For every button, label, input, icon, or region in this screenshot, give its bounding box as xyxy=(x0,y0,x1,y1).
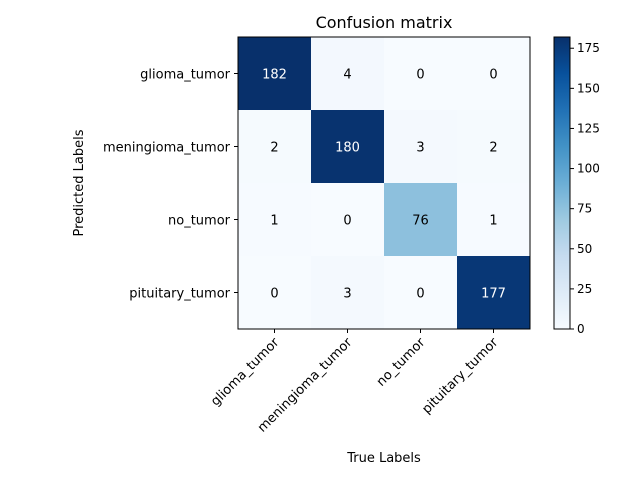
heatmap-cell xyxy=(384,110,458,184)
colorbar-tick-label: 0 xyxy=(577,322,585,336)
cell-value-label: 1 xyxy=(270,214,278,229)
cell-value-label: 0 xyxy=(343,214,351,229)
cell-value-label: 0 xyxy=(416,68,424,83)
cell-value-label: 3 xyxy=(343,287,351,302)
cell-value-label: 1 xyxy=(489,214,497,229)
cell-value-label: 2 xyxy=(489,141,497,156)
colorbar-tick-label: 50 xyxy=(577,242,592,256)
cell-value-label: 2 xyxy=(270,141,278,156)
cell-value-label: 180 xyxy=(335,141,360,156)
heatmap-cell xyxy=(311,37,385,111)
y-tick-label: glioma_tumor xyxy=(140,68,231,83)
x-tick-label: no_tumor xyxy=(374,335,429,390)
x-axis-label: True Labels xyxy=(346,451,421,466)
x-tick-label: glioma_tumor xyxy=(208,335,283,410)
colorbar-tick-label: 125 xyxy=(577,121,600,135)
cell-value-label: 4 xyxy=(343,68,351,83)
colorbar-tick-label: 100 xyxy=(577,162,600,176)
chart-title: Confusion matrix xyxy=(316,13,453,32)
y-tick-label: meningioma_tumor xyxy=(103,141,231,156)
heatmap-cell xyxy=(457,37,531,111)
cell-value-label: 182 xyxy=(262,68,287,83)
heatmap-cell xyxy=(238,110,312,184)
colorbar xyxy=(553,36,571,330)
cell-value-label: 0 xyxy=(489,68,497,83)
heatmap-cell xyxy=(384,256,458,330)
y-axis-ticks: glioma_tumor meningioma_tumor no_tumorpitu… xyxy=(103,68,238,302)
heatmap-cell xyxy=(238,256,312,330)
heatmap-cells: 182 4 0 0 2 180 3 2 1 0 76 1 0 3 0 177 xyxy=(238,37,531,330)
colorbar-tick-label: 175 xyxy=(577,41,600,55)
y-axis-label: Predicted Labels xyxy=(72,129,87,236)
y-tick-label: no_tumor xyxy=(168,214,231,229)
heatmap-cell xyxy=(311,183,385,257)
colorbar-ticks: 0 25 50 75 100 125 150 175 xyxy=(570,41,600,336)
heatmap-cell xyxy=(238,37,312,111)
heatmap-cell xyxy=(384,183,458,257)
y-tick-label: pituitary_tumor xyxy=(129,287,230,302)
cell-value-label: 0 xyxy=(416,287,424,302)
cell-value-label: 177 xyxy=(481,287,506,302)
plot-frame xyxy=(237,36,531,330)
x-tick-label: pituitary_tumor xyxy=(420,335,502,417)
cell-value-label: 76 xyxy=(412,214,429,229)
colorbar-tick-label: 75 xyxy=(577,202,592,216)
heatmap-cell xyxy=(238,183,312,257)
cell-value-label: 0 xyxy=(270,287,278,302)
cell-value-label: 3 xyxy=(416,141,424,156)
heatmap-cell xyxy=(457,183,531,257)
heatmap-cell xyxy=(311,256,385,330)
colorbar-tick-label: 25 xyxy=(577,282,592,296)
heatmap-cell xyxy=(457,110,531,184)
heatmap-cell xyxy=(384,37,458,111)
heatmap-cell xyxy=(311,110,385,184)
colorbar-tick-label: 150 xyxy=(577,81,600,95)
heatmap-cell xyxy=(457,256,531,330)
